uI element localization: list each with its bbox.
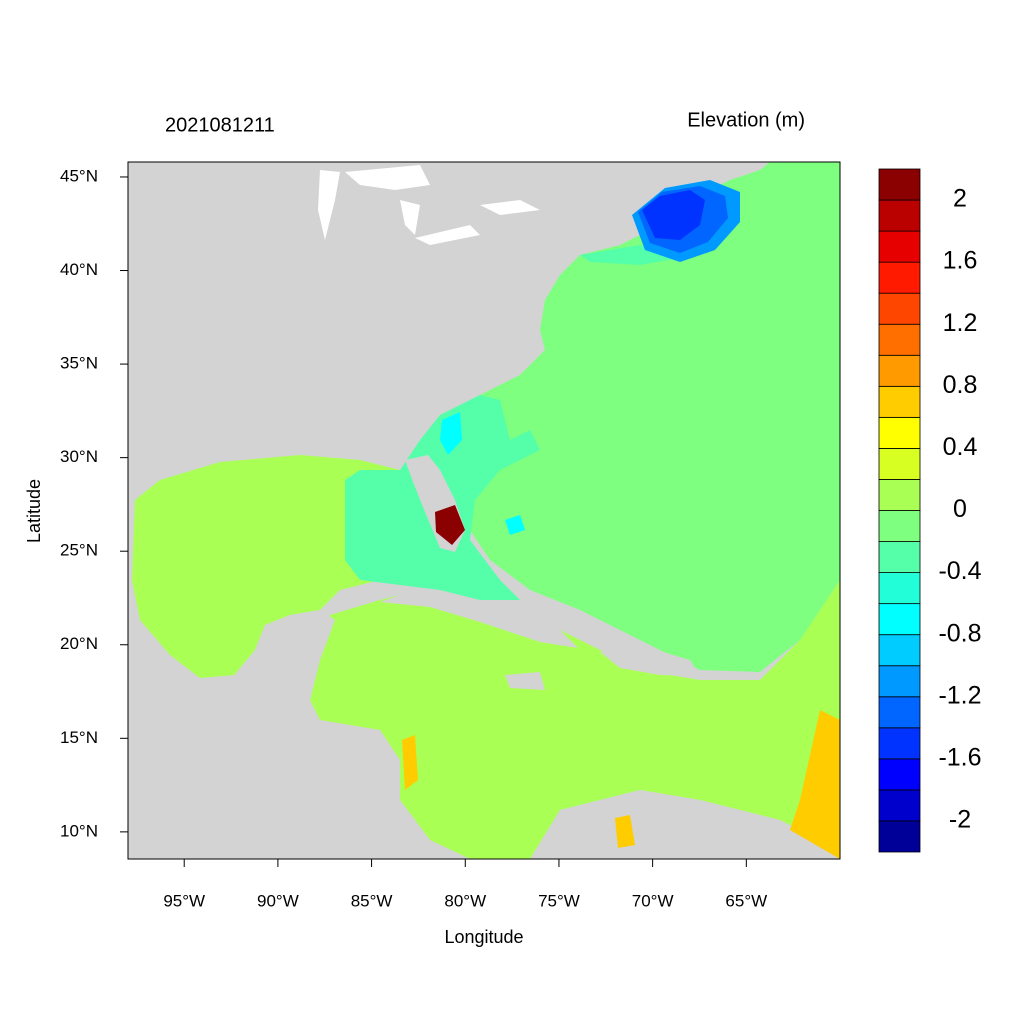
- x-tick-label: 65°W: [725, 891, 767, 910]
- colorbar-box: [878, 634, 921, 667]
- colorbar-box: [878, 541, 921, 573]
- x-tick-label: 70°W: [632, 891, 674, 910]
- colorbar-label: 0: [953, 495, 967, 523]
- everglades: [435, 505, 465, 545]
- colorbar-box: [878, 448, 921, 480]
- atlantic: [440, 162, 840, 672]
- colorbar-label: 1.2: [943, 309, 978, 337]
- x-tick-label: 80°W: [444, 891, 486, 910]
- legend-title: Elevation (m): [687, 109, 805, 131]
- colorbar-box: [878, 820, 921, 853]
- x-tick-label: 95°W: [163, 891, 205, 910]
- x-tick-label: 75°W: [538, 891, 580, 910]
- hispaniola: [505, 645, 700, 690]
- colorbar-box: [878, 385, 921, 418]
- colorbar-box: [878, 323, 921, 356]
- plot-frame: [127, 161, 841, 860]
- colorbar-label: -1.2: [938, 681, 981, 709]
- colorbar-label: 0.8: [943, 371, 978, 399]
- y-tick-label: 20°N: [60, 634, 98, 653]
- map-title: 2021081211: [165, 114, 275, 136]
- x-axis-label: Longitude: [444, 927, 523, 947]
- colorbar-box: [878, 603, 921, 636]
- colorbar-box: [878, 758, 921, 791]
- colorbar-box: [878, 416, 921, 449]
- y-axis-label: Latitude: [24, 479, 44, 543]
- y-tick-label: 40°N: [60, 260, 98, 279]
- y-tick-label: 10°N: [60, 821, 98, 840]
- colorbar-label: -1.6: [938, 743, 981, 771]
- colorbar-label: 0.4: [943, 433, 978, 461]
- colorbar-box: [878, 510, 921, 542]
- map-field: [128, 162, 840, 859]
- colorbar-label: -2: [949, 806, 971, 834]
- colorbar-box: [878, 230, 921, 263]
- x-tick-label: 85°W: [351, 891, 393, 910]
- maine-deep: [642, 190, 705, 240]
- great-lakes: [318, 165, 540, 245]
- central-america: [128, 720, 840, 859]
- colorbar-box: [878, 479, 921, 511]
- yucatan: [230, 610, 335, 722]
- colorbar-box: [878, 199, 921, 232]
- colorbar-box: [878, 696, 921, 729]
- colorbar-box: [878, 261, 921, 294]
- colorbar-label: 1.6: [943, 247, 978, 275]
- cuba: [380, 588, 578, 648]
- colorbar-box: [878, 354, 921, 387]
- x-tick-label: 90°W: [257, 891, 299, 910]
- colorbar-box: [878, 292, 921, 325]
- colorbar-box: [878, 789, 921, 822]
- y-tick-label: 45°N: [60, 166, 98, 185]
- y-tick-label: 30°N: [60, 447, 98, 466]
- cyan-coast: [440, 412, 525, 535]
- colorbar-box: [878, 168, 921, 201]
- y-tick-label: 35°N: [60, 354, 98, 373]
- colorbar-label: -0.4: [938, 557, 981, 585]
- colorbar-box: [878, 572, 921, 605]
- colorbar-label: 2: [953, 185, 967, 213]
- colorbar-box: [878, 727, 921, 760]
- y-tick-label: 15°N: [60, 728, 98, 747]
- colorbar-box: [878, 665, 921, 698]
- y-tick-label: 25°N: [60, 541, 98, 560]
- colorbar-label: -0.8: [938, 619, 981, 647]
- positive-coast: [402, 710, 840, 859]
- caribbean-sea: [310, 580, 840, 859]
